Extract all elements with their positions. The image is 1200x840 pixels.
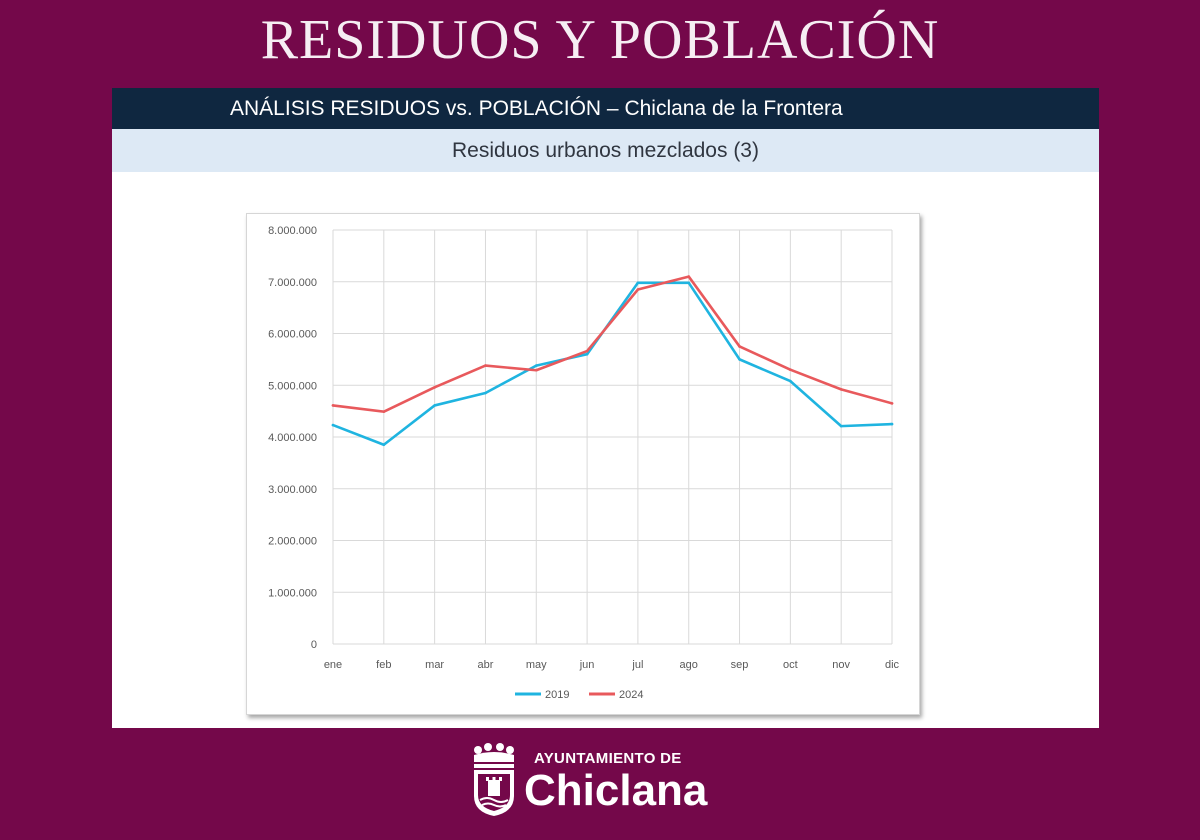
y-tick-label: 5.000.000 [268, 380, 317, 392]
slide-title-bar: ANÁLISIS RESIDUOS vs. POBLACIÓN – Chicla… [112, 88, 1099, 129]
data-point-2024 [382, 410, 386, 413]
x-tick-label: abr [478, 659, 494, 671]
x-tick-label: oct [783, 659, 798, 671]
slide-subtitle: Residuos urbanos mezclados (3) [452, 139, 759, 162]
x-tick-label: mar [425, 659, 444, 671]
x-tick-label: jun [579, 659, 595, 671]
data-point-2024 [534, 368, 538, 372]
x-tick-label: dic [885, 659, 900, 671]
data-point-2019 [890, 422, 894, 426]
x-tick-label: ago [680, 659, 698, 671]
data-point-2019 [789, 379, 792, 383]
y-tick-label: 6.000.000 [268, 329, 317, 341]
data-point-2024 [687, 275, 691, 278]
data-point-2019 [433, 404, 436, 407]
y-tick-label: 0 [311, 639, 317, 651]
data-point-2019 [636, 281, 640, 285]
ayuntamiento-logo: AYUNTAMIENTO DE Chiclana [470, 740, 730, 820]
chart-svg: 0 1.000.000 2.000.000 3.000.000 4.000.000 5.0… [268, 225, 900, 701]
data-point-2019 [738, 358, 741, 361]
y-tick-label: 8.000.000 [268, 225, 317, 237]
data-point-2019 [484, 391, 487, 395]
y-tick-label: 7.000.000 [268, 277, 317, 289]
page-title: RESIDUOS Y POBLACIÓN [260, 9, 940, 71]
data-point-2024 [585, 349, 589, 353]
data-point-2024 [890, 402, 894, 405]
slide-title: ANÁLISIS RESIDUOS vs. POBLACIÓN – Chicla… [230, 97, 843, 120]
data-point-2024 [738, 345, 741, 348]
data-point-2024 [484, 364, 487, 367]
legend-label-2024: 2024 [619, 689, 643, 701]
x-tick-label: nov [832, 659, 850, 671]
slide-panel: ANÁLISIS RESIDUOS vs. POBLACIÓN – Chicla… [112, 88, 1099, 728]
crest-icon [474, 743, 514, 816]
y-tick-label: 2.000.000 [268, 536, 317, 548]
x-tick-label: may [526, 659, 547, 671]
data-point-2024 [636, 288, 640, 291]
slide-subtitle-bar: Residuos urbanos mezclados (3) [112, 129, 1099, 172]
data-point-2019 [331, 423, 335, 427]
x-tick-label: jul [631, 659, 643, 671]
data-point-2024 [839, 388, 843, 391]
x-tick-label: sep [731, 659, 749, 671]
data-point-2019 [534, 364, 538, 367]
y-tick-label: 4.000.000 [268, 432, 317, 444]
y-tick-label: 1.000.000 [268, 587, 317, 599]
x-tick-label: feb [376, 659, 391, 671]
data-point-2019 [382, 443, 386, 447]
line-chart: 0 1.000.000 2.000.000 3.000.000 4.000.000 5.0… [246, 213, 920, 715]
logo-top-text: AYUNTAMIENTO DE [534, 750, 682, 767]
legend-label-2019: 2019 [545, 689, 569, 701]
data-point-2019 [687, 281, 691, 285]
series-line-2019 [331, 281, 894, 447]
data-point-2024 [331, 404, 335, 407]
logo-name-text: Chiclana [524, 766, 708, 815]
y-tick-label: 3.000.000 [268, 484, 317, 496]
data-point-2019 [585, 352, 589, 356]
series-line-2024 [331, 275, 894, 413]
data-point-2024 [789, 368, 792, 372]
data-point-2019 [839, 424, 843, 428]
x-tick-label: ene [324, 659, 342, 671]
data-point-2024 [433, 386, 436, 389]
